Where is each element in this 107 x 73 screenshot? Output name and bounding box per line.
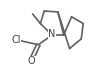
Text: Cl: Cl [11,35,21,45]
Text: N: N [48,29,56,39]
Text: O: O [28,56,35,66]
